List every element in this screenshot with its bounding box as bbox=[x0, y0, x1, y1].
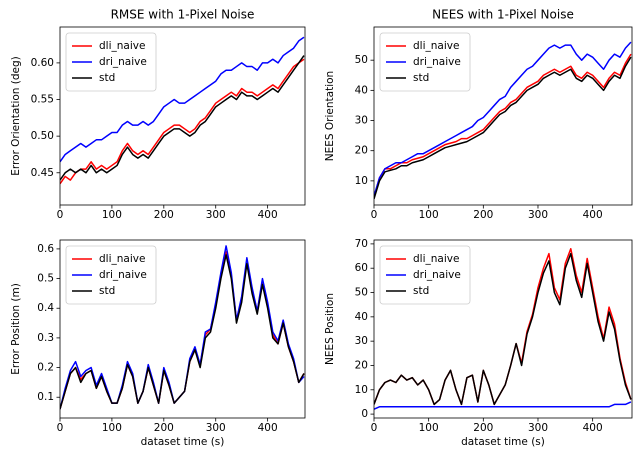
y-tick-label: 0.4 bbox=[37, 302, 54, 314]
chart-title: NEES with 1-Pixel Noise bbox=[432, 8, 574, 22]
x-tick-label: 0 bbox=[57, 422, 64, 434]
legend-label: std bbox=[99, 285, 115, 297]
x-tick-label: 200 bbox=[154, 422, 174, 434]
x-tick-label: 300 bbox=[528, 422, 548, 434]
series-line bbox=[374, 56, 632, 200]
series-line bbox=[60, 58, 305, 185]
y-tick-label: 60 bbox=[355, 262, 368, 274]
axes-frame bbox=[59, 26, 306, 206]
series-line bbox=[374, 53, 632, 198]
x-axis-label: dataset time (s) bbox=[141, 436, 225, 448]
x-tick-label: 400 bbox=[583, 209, 603, 221]
subplot: NEES with 1-Pixel Noise NEES Orientation 0… bbox=[324, 8, 633, 221]
legend-label: dri_naive bbox=[413, 269, 461, 281]
x-tick-label: 100 bbox=[102, 422, 122, 434]
y-tick-label: 0.55 bbox=[31, 94, 54, 106]
legend-box bbox=[379, 245, 471, 305]
legend-label: dli_naive bbox=[413, 253, 459, 265]
plot-area bbox=[60, 245, 305, 410]
legend-label: std bbox=[413, 72, 429, 84]
x-tick-label: 400 bbox=[258, 422, 278, 434]
legend-label: dli_naive bbox=[99, 40, 145, 52]
y-tick-label: 0.3 bbox=[37, 332, 54, 344]
axes-frame bbox=[373, 26, 633, 206]
y-tick-label: 20 bbox=[355, 145, 368, 157]
plot-area bbox=[60, 36, 305, 185]
axes-frame bbox=[373, 239, 633, 419]
legend-label: std bbox=[413, 285, 429, 297]
series-line bbox=[60, 55, 305, 181]
y-tick-label: 0.45 bbox=[31, 167, 54, 179]
y-tick-label: 0 bbox=[361, 408, 368, 420]
series-line bbox=[374, 252, 632, 406]
series-line bbox=[60, 36, 305, 163]
x-tick-label: 0 bbox=[57, 209, 64, 221]
y-tick-label: 10 bbox=[355, 175, 368, 187]
x-tick-label: 200 bbox=[473, 209, 493, 221]
legend-label: dri_naive bbox=[99, 56, 147, 68]
legend-box bbox=[65, 245, 157, 305]
legend-label: dli_naive bbox=[99, 253, 145, 265]
y-tick-label: 40 bbox=[355, 311, 368, 323]
y-axis-label: NEES Position bbox=[324, 293, 336, 365]
y-tick-label: 30 bbox=[355, 335, 368, 347]
legend-label: dri_naive bbox=[99, 269, 147, 281]
y-tick-label: 0.2 bbox=[37, 362, 54, 374]
axes-frame bbox=[59, 239, 306, 419]
x-tick-label: 100 bbox=[419, 422, 439, 434]
legend-label: dri_naive bbox=[413, 56, 461, 68]
y-tick-label: 50 bbox=[355, 287, 368, 299]
x-tick-label: 300 bbox=[528, 209, 548, 221]
legend-label: std bbox=[99, 72, 115, 84]
y-axis-label: NEES Orientation bbox=[324, 71, 336, 161]
x-axis-label: dataset time (s) bbox=[461, 436, 545, 448]
x-tick-label: 100 bbox=[419, 209, 439, 221]
series-line bbox=[374, 41, 632, 197]
plot-area bbox=[374, 41, 632, 200]
y-tick-label: 50 bbox=[355, 54, 368, 66]
legend-label: dli_naive bbox=[413, 40, 459, 52]
x-tick-label: 200 bbox=[154, 209, 174, 221]
x-tick-label: 400 bbox=[583, 422, 603, 434]
y-tick-label: 20 bbox=[355, 359, 368, 371]
y-tick-label: 40 bbox=[355, 84, 368, 96]
plot-area bbox=[374, 248, 632, 410]
x-tick-label: 0 bbox=[371, 422, 378, 434]
y-tick-label: 70 bbox=[355, 238, 368, 250]
chart-title: RMSE with 1-Pixel Noise bbox=[111, 8, 255, 22]
y-tick-label: 30 bbox=[355, 115, 368, 127]
y-axis-label: Error Position (m) bbox=[10, 283, 22, 375]
y-tick-label: 0.50 bbox=[31, 130, 54, 142]
x-tick-label: 300 bbox=[206, 422, 226, 434]
y-tick-label: 0.6 bbox=[37, 243, 54, 255]
legend-box bbox=[379, 32, 471, 92]
x-tick-label: 0 bbox=[371, 209, 378, 221]
y-axis-label: Error Orientation (deg) bbox=[10, 56, 22, 176]
x-tick-label: 200 bbox=[473, 422, 493, 434]
subplot: RMSE with 1-Pixel Noise Error Orientation… bbox=[10, 8, 306, 221]
series-line bbox=[60, 254, 305, 410]
series-line bbox=[374, 401, 632, 410]
y-tick-label: 0.5 bbox=[37, 273, 54, 285]
y-tick-label: 0.60 bbox=[31, 57, 54, 69]
subplot: dataset time (s) Error Position (m) 0 100 20… bbox=[10, 239, 306, 448]
y-tick-label: 10 bbox=[355, 384, 368, 396]
x-tick-label: 400 bbox=[258, 209, 278, 221]
y-tick-label: 0.1 bbox=[37, 391, 54, 403]
x-tick-label: 300 bbox=[206, 209, 226, 221]
legend-box bbox=[65, 32, 157, 92]
x-tick-label: 100 bbox=[102, 209, 122, 221]
